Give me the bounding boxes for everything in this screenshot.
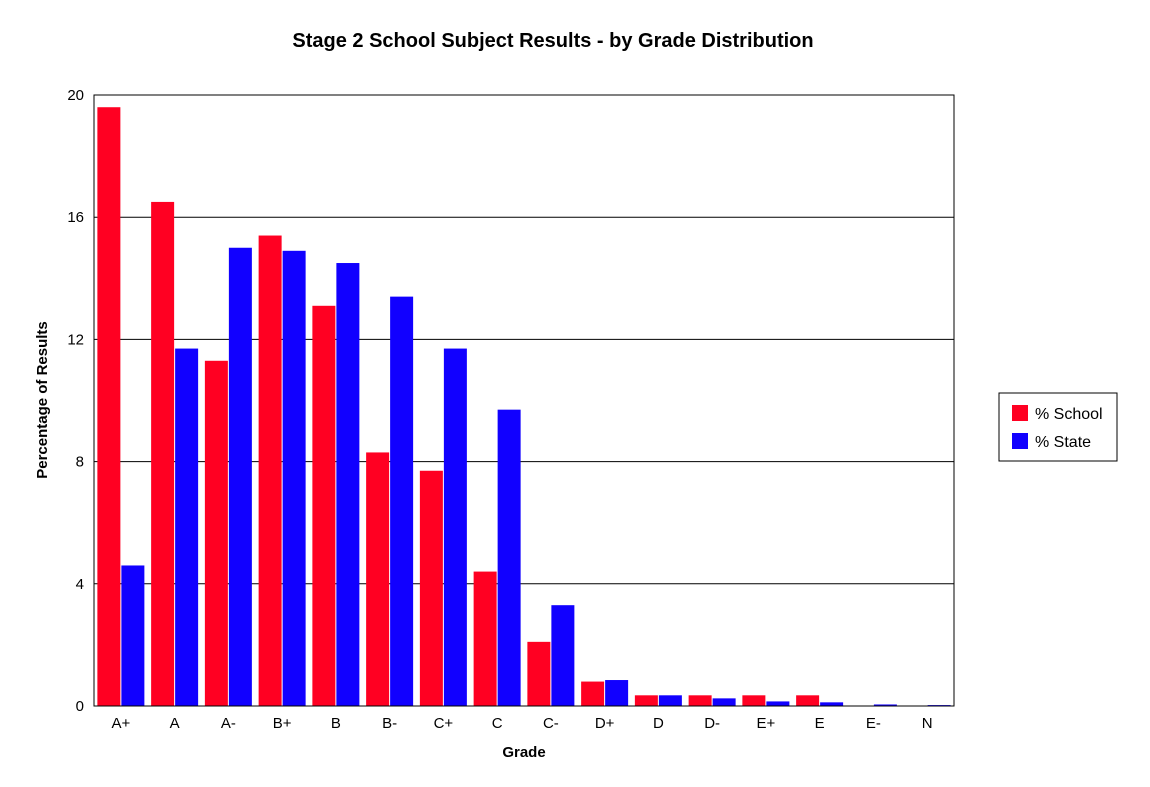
x-tick-label: C xyxy=(492,715,503,732)
chart-title: Stage 2 School Subject Results - by Grad… xyxy=(292,30,813,52)
bar-state-10 xyxy=(658,695,682,706)
bar-state-11 xyxy=(712,698,736,706)
bar-school-13 xyxy=(796,695,820,706)
x-tick-label: B xyxy=(331,715,341,732)
bar-school-7 xyxy=(473,571,497,706)
x-tick-label: D- xyxy=(704,715,720,732)
x-tick-label: N xyxy=(922,715,933,732)
bar-school-2 xyxy=(204,360,228,706)
bar-state-0 xyxy=(121,565,145,706)
y-tick-label: 4 xyxy=(76,576,84,593)
bar-state-9 xyxy=(605,680,629,706)
y-axis-ticks: 0 4 8 12 16 20 xyxy=(67,87,84,715)
bar-school-8 xyxy=(527,641,551,706)
bar-school-0 xyxy=(97,107,121,707)
bar-school-4 xyxy=(312,305,336,706)
y-axis-label: Percentage of Results xyxy=(34,321,51,479)
y-tick-label: 0 xyxy=(76,698,84,715)
x-tick-label: A xyxy=(170,715,180,732)
x-tick-label: C- xyxy=(543,715,559,732)
bar-school-12 xyxy=(742,695,766,706)
bar-school-10 xyxy=(634,695,658,706)
bar-school-9 xyxy=(581,681,605,706)
bar-state-2 xyxy=(228,247,252,706)
x-tick-label: C+ xyxy=(434,715,454,732)
bar-state-6 xyxy=(443,348,467,706)
x-tick-label: E xyxy=(815,715,825,732)
legend-swatch-school xyxy=(1012,405,1028,421)
x-tick-label: D xyxy=(653,715,664,732)
bar-state-4 xyxy=(336,263,360,706)
y-tick-label: 20 xyxy=(67,87,84,104)
y-tick-label: 8 xyxy=(76,454,84,471)
bar-state-8 xyxy=(551,605,575,706)
bar-school-5 xyxy=(366,452,390,706)
x-axis-ticks: A+ A A- B+ B B- C+ C C- D+ D D- E+ E E- N xyxy=(111,715,932,732)
x-axis-label: Grade xyxy=(502,744,545,761)
x-tick-label: B- xyxy=(382,715,397,732)
bar-state-3 xyxy=(282,250,306,706)
bar-state-5 xyxy=(390,296,414,706)
x-tick-label: A+ xyxy=(111,715,130,732)
x-tick-label: E+ xyxy=(756,715,775,732)
bar-state-1 xyxy=(175,348,199,706)
y-tick-label: 12 xyxy=(67,331,84,348)
x-tick-label: B+ xyxy=(273,715,292,732)
bar-school-6 xyxy=(419,470,443,706)
bar-state-14 xyxy=(873,704,897,706)
bar-school-11 xyxy=(688,695,712,706)
x-tick-label: A- xyxy=(221,715,236,732)
y-tick-label: 16 xyxy=(67,209,84,226)
x-tick-label: D+ xyxy=(595,715,615,732)
bar-school-1 xyxy=(151,201,175,707)
bar-school-3 xyxy=(258,235,282,706)
bars xyxy=(97,107,951,707)
plot-frame xyxy=(93,94,955,707)
bar-state-13 xyxy=(820,702,844,706)
legend-box xyxy=(998,392,1118,462)
bar-state-12 xyxy=(766,701,790,706)
x-tick-label: E- xyxy=(866,715,881,732)
bar-state-7 xyxy=(497,409,521,706)
legend-label-state: % State xyxy=(1035,434,1091,451)
legend-swatch-state xyxy=(1012,433,1028,449)
legend: % School % State xyxy=(998,392,1118,462)
legend-label-school: % School xyxy=(1035,406,1103,423)
